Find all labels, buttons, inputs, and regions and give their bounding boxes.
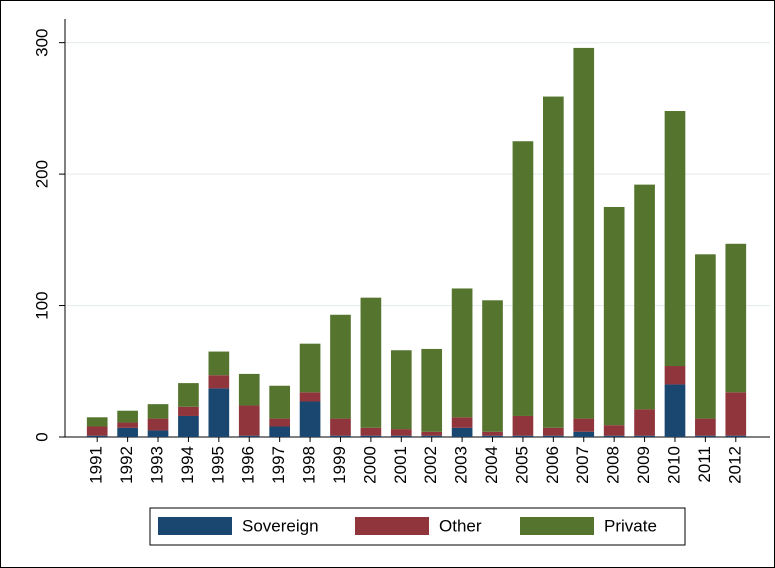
x-tick-label: 2000 bbox=[360, 446, 379, 484]
bar-segment bbox=[421, 435, 443, 437]
bar-segment bbox=[178, 406, 199, 416]
bar-segment bbox=[512, 415, 534, 436]
bar-segment bbox=[360, 297, 382, 428]
bar-segment bbox=[603, 435, 625, 437]
bar-segment bbox=[725, 392, 747, 436]
bar-segment bbox=[390, 350, 412, 430]
x-tick-label: 1996 bbox=[239, 446, 258, 484]
bar-segment bbox=[299, 392, 321, 402]
legend-label: Other bbox=[439, 516, 482, 535]
x-tick-label: 2005 bbox=[512, 446, 531, 484]
bar-segment bbox=[360, 435, 382, 437]
bar-segment bbox=[117, 410, 138, 423]
bar-segment bbox=[482, 300, 503, 432]
bar-segment bbox=[634, 409, 655, 436]
bar-segment bbox=[147, 418, 169, 431]
bar-segment bbox=[178, 383, 199, 407]
bar-segment bbox=[573, 418, 595, 432]
bar-segment bbox=[238, 373, 260, 406]
legend-label: Private bbox=[604, 516, 657, 535]
bar-segment bbox=[603, 206, 625, 426]
bar-segment bbox=[664, 111, 686, 367]
x-tick-label: 2012 bbox=[725, 446, 744, 484]
bar-segment bbox=[208, 375, 230, 389]
bar-segment bbox=[634, 184, 655, 410]
x-tick-label: 2001 bbox=[391, 446, 410, 484]
bar-segment bbox=[451, 417, 473, 428]
x-tick-label: 2007 bbox=[573, 446, 592, 484]
bar-segment bbox=[482, 435, 503, 437]
bar-segment bbox=[147, 430, 169, 437]
bar-segment bbox=[695, 435, 716, 437]
bar-segment bbox=[147, 404, 169, 419]
legend-swatch bbox=[158, 517, 232, 535]
x-tick-label: 1993 bbox=[148, 446, 167, 484]
y-tick-label: 200 bbox=[32, 160, 51, 188]
bar-segment bbox=[634, 435, 655, 437]
legend-swatch bbox=[520, 517, 594, 535]
bar-segment bbox=[208, 388, 230, 437]
bar-segment bbox=[117, 427, 138, 437]
y-tick-label: 0 bbox=[32, 432, 51, 441]
x-tick-label: 2010 bbox=[664, 446, 683, 484]
y-tick-label: 300 bbox=[32, 28, 51, 56]
x-tick-label: 2008 bbox=[604, 446, 623, 484]
bar-segment bbox=[725, 243, 747, 393]
bar-segment bbox=[695, 254, 716, 419]
bar-segment bbox=[269, 385, 290, 419]
bar-segment bbox=[664, 384, 686, 437]
bar-segment bbox=[360, 427, 382, 436]
bar-segment bbox=[178, 415, 199, 437]
bar-segment bbox=[603, 425, 625, 436]
bar-segment bbox=[269, 418, 290, 427]
x-tick-label: 1991 bbox=[87, 446, 106, 484]
bar-segment bbox=[512, 141, 534, 416]
bar-segment bbox=[269, 426, 290, 437]
bar-segment bbox=[330, 418, 351, 436]
x-tick-label: 2011 bbox=[695, 446, 714, 483]
bar-segment bbox=[299, 343, 321, 393]
bar-segment bbox=[299, 401, 321, 437]
x-tick-label: 1995 bbox=[208, 446, 227, 484]
bar-segment bbox=[664, 366, 686, 385]
bar-segment bbox=[86, 417, 108, 427]
bar-segment bbox=[421, 348, 443, 432]
x-tick-label: 2003 bbox=[452, 446, 471, 484]
bar-segment bbox=[390, 435, 412, 437]
bar-segment bbox=[451, 288, 473, 418]
x-tick-label: 2006 bbox=[543, 446, 562, 484]
bar-segment bbox=[390, 429, 412, 436]
bar-segment bbox=[695, 418, 716, 436]
bar-segment bbox=[330, 314, 351, 419]
bar-segment bbox=[421, 431, 443, 436]
bar-segment bbox=[512, 435, 534, 437]
bar-segment bbox=[543, 435, 564, 437]
bar-segment bbox=[543, 96, 564, 428]
bar-segment bbox=[451, 427, 473, 437]
legend-swatch bbox=[355, 517, 429, 535]
bar-segment bbox=[86, 435, 108, 437]
x-tick-label: 1994 bbox=[178, 446, 197, 484]
y-tick-label: 100 bbox=[32, 291, 51, 319]
x-tick-label: 2004 bbox=[482, 446, 501, 484]
x-tick-label: 1992 bbox=[117, 446, 136, 484]
bar-segment bbox=[573, 431, 595, 437]
bar-segment bbox=[117, 422, 138, 428]
bar-segment bbox=[238, 405, 260, 436]
bar-segment bbox=[725, 435, 747, 437]
legend-label: Sovereign bbox=[242, 516, 319, 535]
bar-segment bbox=[238, 435, 260, 437]
bar-segment bbox=[573, 47, 595, 419]
x-tick-label: 1999 bbox=[330, 446, 349, 484]
bar-segment bbox=[330, 435, 351, 437]
bar-segment bbox=[86, 426, 108, 436]
x-tick-label: 2002 bbox=[421, 446, 440, 484]
x-tick-label: 1998 bbox=[300, 446, 319, 484]
bar-segment bbox=[208, 351, 230, 376]
x-tick-label: 1997 bbox=[269, 446, 288, 484]
bar-segment bbox=[543, 427, 564, 436]
bar-segment bbox=[482, 431, 503, 436]
x-tick-label: 2009 bbox=[634, 446, 653, 484]
